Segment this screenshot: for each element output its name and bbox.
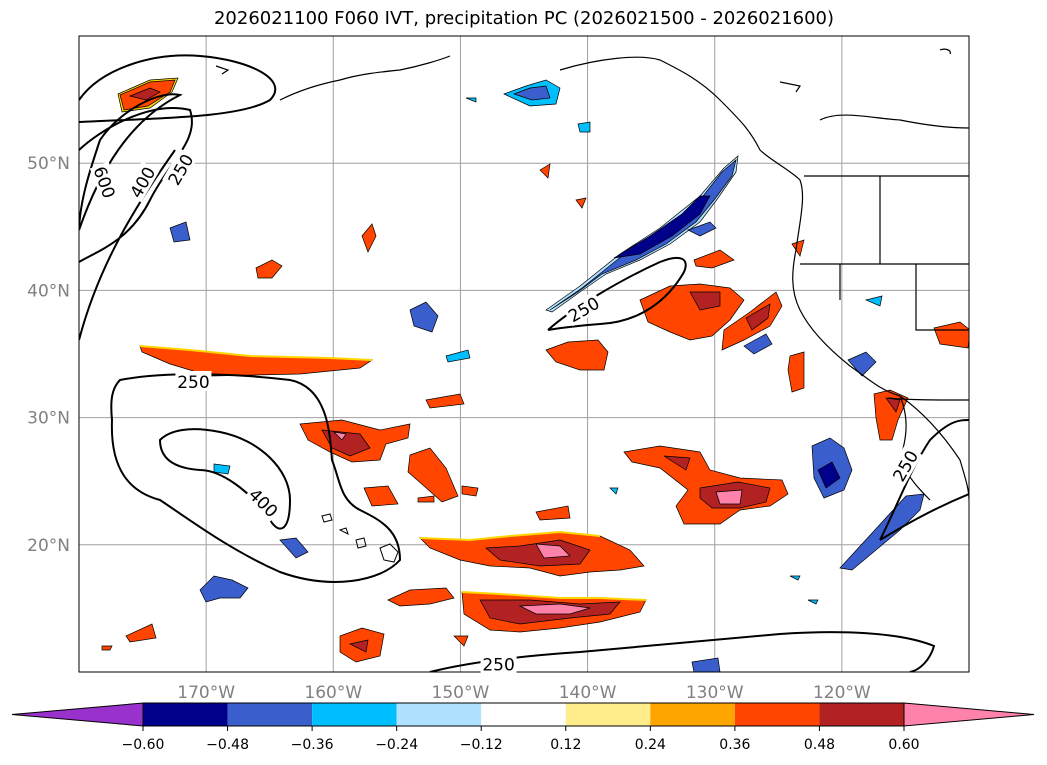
colorbar-bin bbox=[481, 703, 566, 726]
colorbar-bin bbox=[396, 703, 482, 726]
colorbar-bin bbox=[565, 703, 651, 726]
colorbar-bin bbox=[143, 703, 228, 726]
lon-tick-label: 120°W bbox=[813, 683, 871, 703]
colorbar-bin bbox=[227, 703, 313, 726]
colorbar-tick-label: −0.48 bbox=[206, 737, 249, 753]
lon-tick-label: 130°W bbox=[686, 683, 744, 703]
colorbar-bin bbox=[650, 703, 735, 726]
precip-positive-areas bbox=[101, 77, 969, 663]
ivt-contours bbox=[79, 54, 969, 672]
colorbar-tick-label: 0.12 bbox=[550, 737, 581, 753]
lon-tick-label: 170°W bbox=[177, 683, 235, 703]
colorbar-extend-high bbox=[903, 702, 1035, 727]
lon-tick-label: 160°W bbox=[304, 683, 362, 703]
colorbar-tick-label: 0.48 bbox=[804, 737, 835, 753]
plot-frame bbox=[78, 35, 970, 673]
precip-negative-areas bbox=[169, 79, 925, 672]
colorbar-tick-label: 0.60 bbox=[888, 737, 919, 753]
lon-tick-label: 150°W bbox=[432, 683, 490, 703]
colorbar-tick-label: 0.36 bbox=[719, 737, 750, 753]
colorbar-tick-label: −0.36 bbox=[291, 737, 334, 753]
colorbar-tick-label: 0.24 bbox=[635, 737, 666, 753]
latitude-tick-labels: 50°N 40°N 30°N 20°N bbox=[27, 154, 70, 556]
contour-label: 250 bbox=[480, 653, 517, 675]
colorbar-bin bbox=[312, 703, 397, 726]
lon-tick-label: 140°W bbox=[559, 683, 617, 703]
colorbar-tick-label: −0.12 bbox=[460, 737, 503, 753]
colorbar-tick-label: −0.24 bbox=[375, 737, 418, 753]
colorbar-bin bbox=[734, 703, 820, 726]
colorbar-frame bbox=[142, 702, 905, 727]
colorbar-extend-low bbox=[11, 702, 144, 727]
lat-tick-label: 50°N bbox=[27, 154, 70, 174]
colorbar-bin bbox=[819, 703, 904, 726]
figure-title: 2026021100 F060 IVT, precipitation PC (2… bbox=[213, 8, 835, 29]
colorbar-tick-label: −0.60 bbox=[122, 737, 165, 753]
lat-tick-label: 20°N bbox=[27, 536, 70, 556]
contour-label-text: 250 bbox=[482, 655, 514, 675]
hawaiian-islands bbox=[321, 513, 399, 563]
longitude-tick-labels: 170°W 160°W 150°W 140°W 130°W 120°W bbox=[177, 683, 871, 703]
lat-tick-label: 30°N bbox=[27, 409, 70, 429]
contour-label: 250 bbox=[175, 370, 212, 393]
contour-label-text: 250 bbox=[177, 373, 209, 393]
colorbar: −0.60 −0.48 −0.36 −0.24 −0.12 0.12 0.24 0.36 0.4… bbox=[11, 702, 1035, 753]
lat-tick-label: 40°N bbox=[27, 281, 70, 301]
